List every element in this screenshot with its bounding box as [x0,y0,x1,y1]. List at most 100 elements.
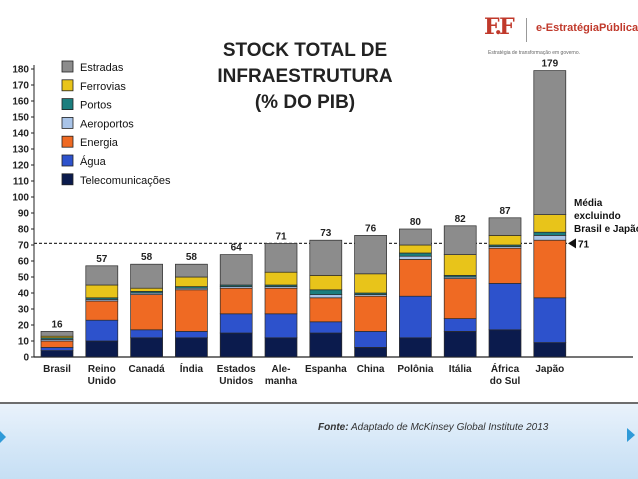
category-label: Índia [180,362,204,375]
bar-segment-energia [130,294,163,331]
chart-title: (% DO PIB) [255,92,355,113]
footer-band [0,404,638,479]
bar-segment-água [443,318,477,332]
bar-segment-ferrovias [175,276,208,287]
category-label: Itália [449,364,472,375]
legend-label: Energia [80,137,119,149]
legend-label: Portos [80,100,112,112]
source-label: Fonte: [318,422,349,433]
category-label: Unido [88,376,116,387]
y-tick-label: 90 [18,209,30,220]
bar-segment-telecomunicações [175,337,208,358]
bar-segment-energia [399,259,432,297]
bar-segment-ferrovias [488,235,522,246]
bar-segment-telecomunicações [354,347,387,358]
footer-right-arrow-icon [627,428,635,442]
bar-segment-água [533,297,567,343]
bar-segment-telecomunicações [40,350,74,358]
bar-segment-energia [175,289,208,332]
y-tick-label: 20 [18,321,30,332]
bar-total-label: 87 [499,206,511,217]
y-tick-label: 150 [12,113,29,124]
bar-segment-água [85,319,119,342]
bar-total-label: 73 [320,228,332,239]
category-label: Ale- [272,364,291,375]
legend-swatch [61,60,74,73]
y-tick-label: 0 [23,353,29,364]
bar-total-label: 16 [51,319,63,330]
legend-label: Água [80,155,107,168]
category-label: Brasil [43,364,71,375]
bar-segment-estradas [399,228,432,246]
bar-segment-estradas [533,70,567,215]
y-tick-label: 10 [18,337,30,348]
bar-total-label: 71 [275,231,287,242]
source-text: Adaptado de McKinsey Global Institute 20… [350,422,549,433]
bar-segment-estradas [85,265,119,286]
category-label: manha [265,376,298,387]
bar-segment-água [309,321,343,334]
category-label: China [357,364,385,375]
reference-note: Brasil e Japão [574,224,638,235]
bar-segment-estradas [264,243,298,273]
y-tick-label: 120 [12,161,29,172]
chart-title: INFRAESTRUTURA [217,66,392,87]
brand-separator [526,18,527,42]
bar-total-label: 179 [541,59,558,70]
legend-label: Aeroportos [80,118,134,130]
category-label: África [491,362,520,375]
bar-segment-energia [354,295,387,332]
bar-segment-água [219,313,253,334]
y-tick-label: 100 [12,193,29,204]
bar-segment-estradas [488,217,522,236]
bar-segment-água [264,313,298,339]
y-tick-label: 30 [18,305,30,316]
bar-segment-ferrovias [309,275,343,291]
category-label: do Sul [490,376,521,387]
legend-swatch [61,135,74,148]
legend-swatch [61,98,74,110]
y-tick-label: 40 [18,289,30,300]
bar-segment-estradas [40,331,74,337]
bar-segment-energia [264,287,298,315]
reference-value-label: 71 [578,239,590,250]
bar-segment-estradas [175,263,208,278]
bar-segment-energia [488,247,522,284]
bar-segment-energia [533,239,567,299]
stacked-bar-chart: 0 10 20 30 40 50 60 70 80 90 100 110 120 130 140 150 160… [12,40,638,387]
bar-segment-telecomunicações [443,331,477,358]
bar-segment-telecomunicações [264,337,298,358]
category-label: Espanha [305,364,347,375]
bar-total-label: 58 [186,252,198,263]
bar-segment-estradas [130,263,163,289]
bar-segment-aeroportos [399,255,432,260]
bar-segment-água [399,295,432,339]
bar-segment-aeroportos [533,235,567,241]
bar-total-label: 82 [455,214,467,225]
footer-left-arrow-icon [0,431,6,443]
bar-segment-água [488,283,522,331]
bar-segment-água [175,331,208,339]
y-tick-label: 160 [12,97,29,108]
category-label: Reino [88,364,116,375]
bar-segment-ferrovias [533,214,567,233]
y-tick-label: 130 [12,145,29,156]
bar-segment-portos [309,289,343,295]
category-label: Unidos [219,376,253,387]
legend-swatch [61,173,74,186]
footer-divider [0,402,638,405]
bar-segment-telecomunicações [399,337,432,358]
reference-pointer-icon [568,238,576,249]
bar-segment-energia [309,297,343,323]
y-tick-label: 60 [18,257,30,268]
legend-label: Ferrovias [80,81,126,93]
bar-segment-ferrovias [130,287,163,292]
bar-segment-telecomunicações [533,342,567,358]
y-tick-label: 80 [18,225,30,236]
legend-swatch [61,154,74,167]
source-note: Fonte: Adaptado de McKinsey Global Insti… [318,422,548,433]
bar-segment-telecomunicações [219,332,253,358]
y-tick-label: 70 [18,241,30,252]
chart-title: STOCK TOTAL DE [223,40,387,61]
legend-swatch [61,117,74,129]
